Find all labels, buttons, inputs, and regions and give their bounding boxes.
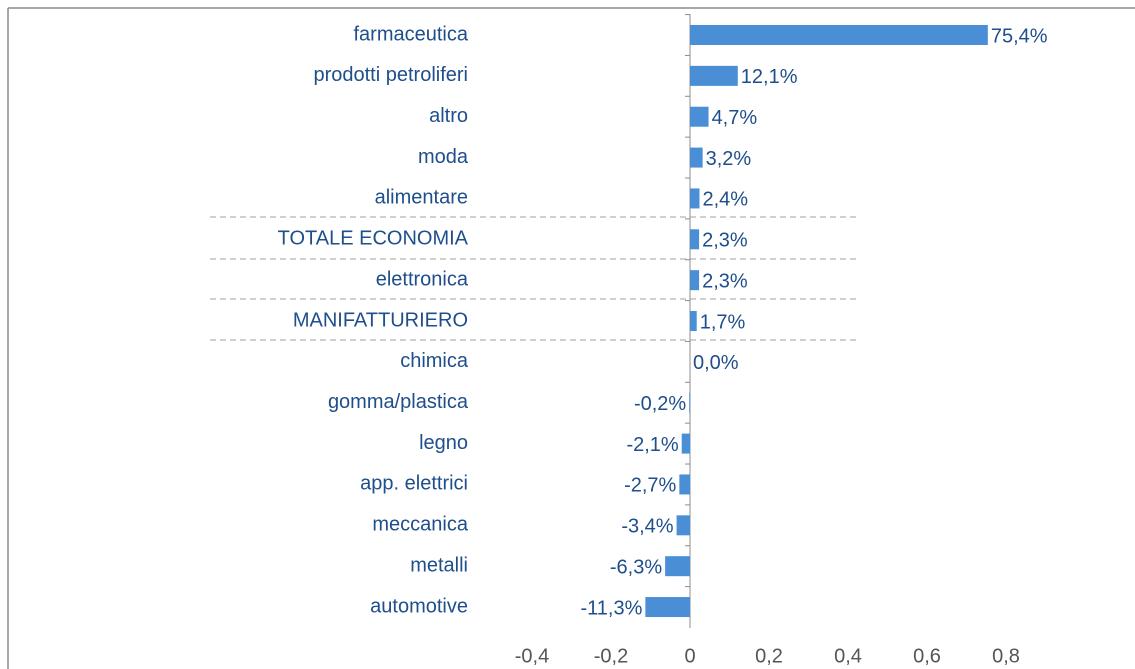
x-tick-label: -0,4	[515, 645, 549, 667]
bar	[679, 474, 690, 495]
value-label: -11,3%	[580, 597, 642, 619]
bar	[681, 433, 690, 454]
category-label: automotive	[370, 595, 468, 617]
category-label: metalli	[410, 554, 468, 576]
category-label: gomma/plastica	[328, 391, 469, 413]
value-label: 2,3%	[702, 270, 748, 292]
x-tick-label: -0,2	[594, 645, 628, 667]
value-label: -2,7%	[624, 475, 676, 497]
category-label: MANIFATTURIERO	[293, 309, 468, 331]
category-label: chimica	[400, 350, 469, 372]
x-tick-label: 0,4	[834, 645, 862, 667]
x-tick-label: 0,6	[913, 645, 941, 667]
category-label: TOTALE ECONOMIA	[278, 228, 469, 250]
bar	[690, 270, 700, 291]
value-label: -0,2%	[634, 393, 686, 415]
value-label: -6,3%	[610, 556, 662, 578]
bar	[689, 392, 690, 413]
category-label: alimentare	[375, 187, 468, 209]
x-tick-label: 0	[684, 645, 695, 667]
value-label: -3,4%	[621, 516, 673, 538]
x-tick-label: 0,8	[992, 645, 1020, 667]
bar	[645, 597, 690, 618]
bar	[690, 188, 700, 209]
value-label: 75,4%	[991, 25, 1048, 47]
bar	[690, 106, 709, 127]
value-label: 3,2%	[706, 148, 752, 170]
category-label: legno	[419, 432, 468, 454]
value-label: 2,3%	[702, 230, 748, 252]
value-label: 4,7%	[712, 107, 758, 129]
category-label: meccanica	[372, 514, 468, 536]
category-label: elettronica	[376, 268, 469, 290]
bar	[690, 147, 703, 168]
bar	[690, 25, 988, 45]
bar	[690, 311, 697, 332]
value-label: 12,1%	[741, 66, 798, 88]
bar	[690, 229, 700, 250]
value-label: 2,4%	[702, 189, 748, 211]
category-label: farmaceutica	[354, 23, 469, 45]
value-label: 1,7%	[700, 311, 746, 333]
x-tick-label: 0,2	[755, 645, 783, 667]
category-label: app. elettrici	[360, 473, 468, 495]
bar	[690, 65, 738, 86]
bar	[665, 556, 690, 577]
category-label: altro	[429, 105, 468, 127]
category-label: prodotti petroliferi	[313, 64, 468, 86]
value-label: 0,0%	[693, 352, 739, 374]
value-label: -2,1%	[626, 434, 678, 456]
category-label: moda	[418, 146, 469, 168]
bar	[676, 515, 690, 536]
